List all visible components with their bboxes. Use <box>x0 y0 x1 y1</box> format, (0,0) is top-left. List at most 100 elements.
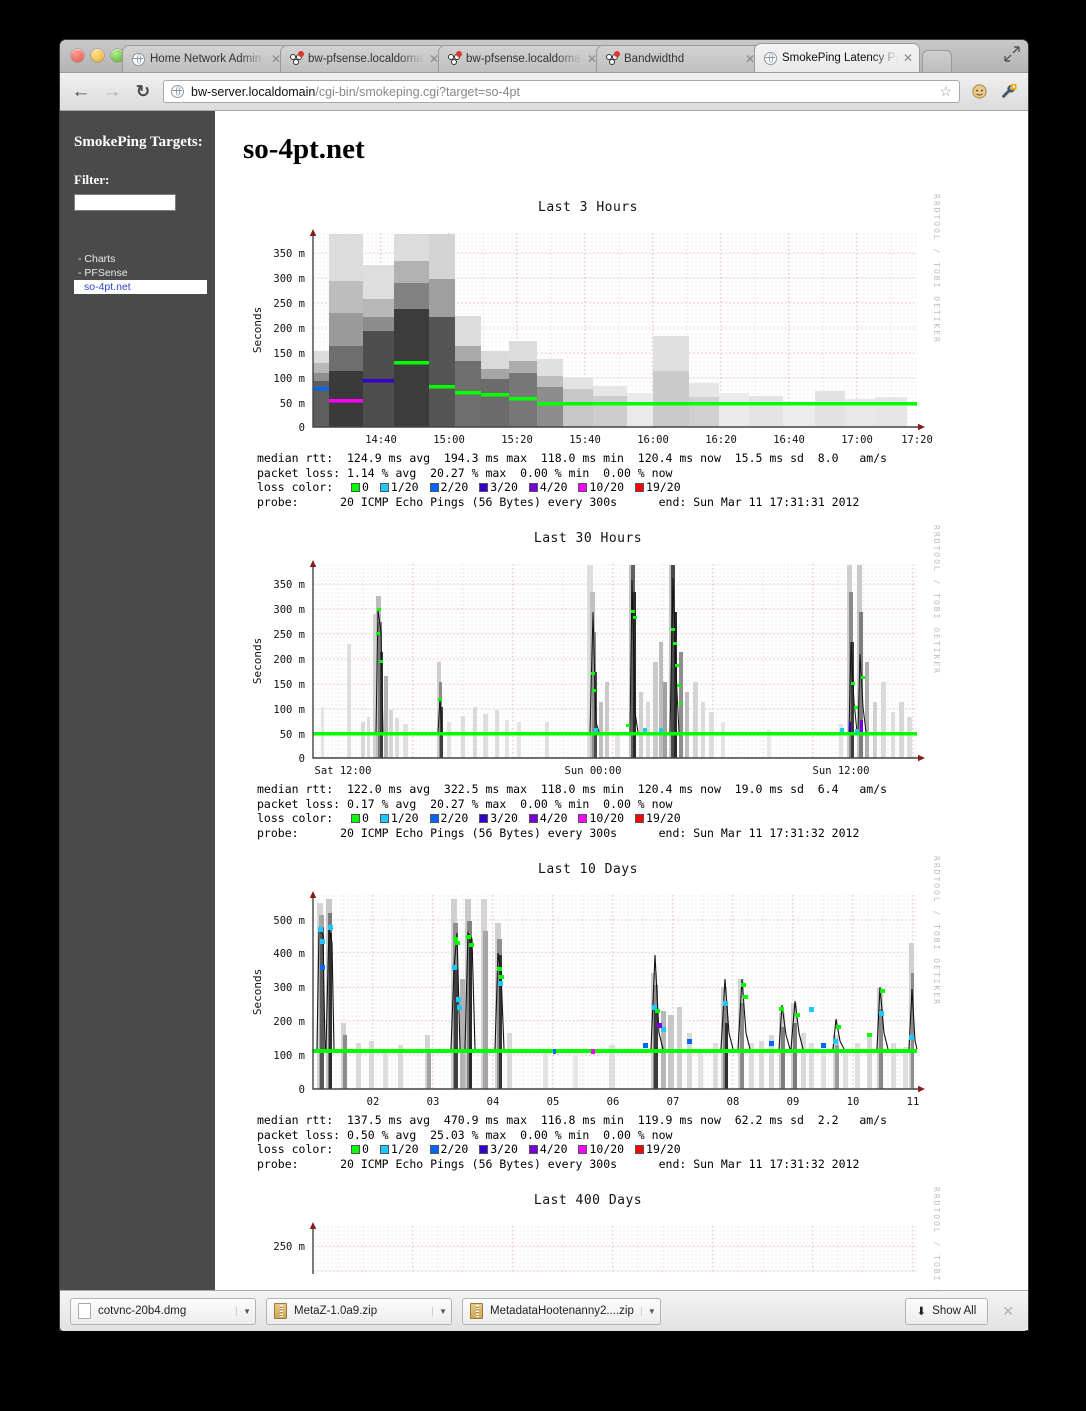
close-icon[interactable]: ✕ <box>586 52 597 66</box>
graph-canvas: 350 m 300 m 250 m 200 m 150 m 100 m 50 m 0 S… <box>243 221 933 449</box>
median-rtt-line: median rtt: 122.0 ms avg 322.5 ms max 11… <box>257 782 888 796</box>
loss-swatch-1 <box>379 814 389 823</box>
loss-label-2: 2/20 <box>440 811 469 825</box>
probe-text: 20 ICMP Echo Pings (56 Bytes) every 300s <box>340 825 618 840</box>
graph-plot: 350 m 300 m 250 m 200 m 150 m 100 m 50 m 0 S… <box>251 229 933 446</box>
user-face-icon[interactable] <box>969 82 989 102</box>
graph-last-10-days: Last 10 Days RRDTOOL / TOBI OETIKER <box>243 856 941 1171</box>
svg-text:05: 05 <box>547 1096 560 1108</box>
download-label: cotvnc-20b4.dmg <box>98 1305 187 1317</box>
loss-label-3: 3/20 <box>490 480 518 494</box>
tab-bandwidthd[interactable]: Bandwidthd ✕ <box>596 45 762 72</box>
loss-color-line: loss color: 0 1/20 2/20 3/20 4/20 10/20 … <box>257 1142 681 1156</box>
close-icon[interactable]: ✕ <box>902 51 913 65</box>
loss-swatch-3 <box>479 1145 489 1154</box>
tab-label: SmokePing Latency Pa <box>782 52 898 64</box>
window-controls[interactable] <box>71 49 124 62</box>
close-icon[interactable]: ✕ <box>744 52 755 66</box>
chevron-down-icon[interactable]: ▼ <box>640 1306 656 1316</box>
graph-last-3-hours: Last 3 Hours RRDTOOL / TOBI OETIKER <box>243 194 941 509</box>
svg-text:250 m: 250 m <box>273 298 305 310</box>
svg-text:08: 08 <box>727 1096 740 1108</box>
tab-label: Home Network Admin <box>150 53 262 65</box>
url-host: bw-server.localdomain <box>191 84 316 99</box>
page-viewport: SmokePing Targets: Filter: - Charts - PF… <box>60 111 1028 1330</box>
download-item-metaz[interactable]: MetaZ-1.0a9.zip ▼ <box>266 1297 452 1325</box>
loss-label-4: 4/20 <box>539 1142 568 1156</box>
target-nav-list: - Charts - PFSense so-4pt.net <box>74 252 215 294</box>
probe-line: probe: 20 ICMP Echo Pings (56 Bytes) eve… <box>257 495 859 509</box>
chevron-down-icon[interactable]: ▼ <box>432 1306 447 1316</box>
loss-color-line: loss color: 0 1/20 2/20 3/20 4/20 10/20 … <box>257 480 681 494</box>
close-icon[interactable]: ✕ <box>428 52 439 66</box>
show-all-label: Show All <box>932 1305 977 1317</box>
svg-text:200 m: 200 m <box>273 654 305 666</box>
back-arrow-icon[interactable]: ← <box>71 81 91 102</box>
reload-icon[interactable]: ↻ <box>135 82 151 101</box>
svg-text:50 m: 50 m <box>280 729 305 741</box>
loss-swatch-1 <box>379 1145 389 1154</box>
tab-smokeping-latency[interactable]: SmokePing Latency Pa ✕ <box>754 43 920 72</box>
loss-swatch-0 <box>351 1145 361 1154</box>
svg-text:Sun 00:00: Sun 00:00 <box>565 765 622 777</box>
new-tab-button[interactable] <box>922 50 952 72</box>
download-label: MetaZ-1.0a9.zip <box>294 1305 378 1317</box>
svg-text:03: 03 <box>427 1096 440 1108</box>
rrdtool-watermark: RRDTOOL / TOBI OETIKER <box>932 194 941 344</box>
svg-text:07: 07 <box>667 1096 680 1108</box>
close-icon[interactable]: ✕ <box>1002 1302 1014 1319</box>
probe-line: probe: 20 ICMP Echo Pings (56 Bytes) eve… <box>257 1157 859 1171</box>
svg-text:15:20: 15:20 <box>501 434 533 446</box>
svg-text:02: 02 <box>367 1096 380 1108</box>
tab-home-network-admin[interactable]: Home Network Admin ✕ <box>122 45 288 72</box>
close-window-button[interactable] <box>71 49 84 62</box>
svg-text:200 m: 200 m <box>273 323 305 335</box>
loss-color-label: loss color: <box>257 1142 334 1156</box>
globe-icon <box>764 51 777 65</box>
close-icon[interactable]: ✕ <box>270 52 281 66</box>
download-item-cotvnc[interactable]: cotvnc-20b4.dmg ▼ <box>70 1297 256 1325</box>
loss-label-3: 3/20 <box>490 811 518 825</box>
forward-arrow-icon[interactable]: → <box>102 81 122 102</box>
wrench-icon[interactable] <box>998 82 1018 102</box>
graph-canvas: 250 m <box>243 1214 933 1274</box>
sidebar-heading: SmokePing Targets: <box>74 134 203 150</box>
sidebar-item-pfsense[interactable]: - PFSense <box>78 266 128 279</box>
tab-label: bw-pfsense.localdoma <box>308 53 423 65</box>
svg-text:350 m: 350 m <box>273 248 305 260</box>
tab-bw-pfsense-1[interactable]: bw-pfsense.localdoma ✕ <box>280 45 446 72</box>
probe-line: probe: 20 ICMP Echo Pings (56 Bytes) eve… <box>257 826 859 840</box>
maximize-grip-icon[interactable] <box>1004 46 1020 62</box>
loss-swatch-19 <box>635 1145 645 1154</box>
probe-label: probe: <box>257 494 299 509</box>
svg-text:500 m: 500 m <box>273 915 305 927</box>
svg-text:16:20: 16:20 <box>705 434 737 446</box>
chevron-down-icon[interactable]: ▼ <box>236 1306 251 1316</box>
svg-text:Seconds: Seconds <box>251 307 264 353</box>
loss-swatch-4 <box>528 814 538 823</box>
filter-label: Filter: <box>74 171 110 187</box>
probe-label: probe: <box>257 1156 299 1171</box>
graph-stats: median rtt: 137.5 ms avg 470.9 ms max 11… <box>257 1113 933 1171</box>
loss-swatch-4 <box>528 1145 538 1154</box>
loss-label-1: 1/20 <box>390 811 419 825</box>
download-item-metadatahootenanny[interactable]: MetadataHootenanny2....zip ▼ <box>462 1297 661 1325</box>
sidebar-item-so-4pt-net[interactable]: so-4pt.net <box>74 279 207 294</box>
url-path: /cgi-bin/smokeping.cgi?target=so-4pt <box>315 84 520 99</box>
tab-bw-pfsense-2[interactable]: bw-pfsense.localdoma ✕ <box>438 45 604 72</box>
loss-swatch-2 <box>429 483 439 492</box>
svg-text:100 m: 100 m <box>273 704 305 716</box>
sidebar-item-charts[interactable]: - Charts <box>78 252 116 265</box>
zoom-window-button[interactable] <box>111 49 124 62</box>
svg-text:Seconds: Seconds <box>251 638 264 684</box>
address-bar[interactable]: bw-server.localdomain/cgi-bin/smokeping.… <box>163 80 960 103</box>
show-all-downloads-button[interactable]: ⬇ Show All <box>904 1297 989 1325</box>
loss-color-line: loss color: 0 1/20 2/20 3/20 4/20 10/20 … <box>257 811 681 825</box>
minimize-window-button[interactable] <box>91 49 104 62</box>
star-icon[interactable]: ☆ <box>939 83 952 99</box>
loss-label-1: 1/20 <box>390 480 419 494</box>
loss-swatch-19 <box>635 483 645 492</box>
graph-title: Last 10 Days <box>538 862 638 877</box>
loss-label-19: 19/20 <box>646 1142 681 1156</box>
filter-input[interactable] <box>74 193 176 211</box>
